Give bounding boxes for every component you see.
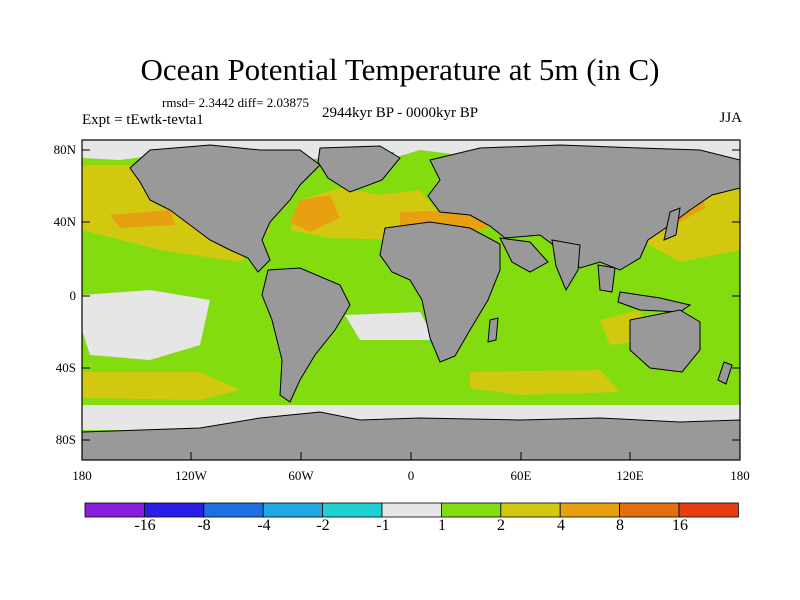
- stats-text: rmsd= 2.3442 diff= 2.03875: [162, 95, 309, 110]
- lat-label-40s: 40S: [55, 360, 76, 375]
- lon-label-60e: 60E: [510, 468, 532, 483]
- colorbar-label: 2: [497, 517, 505, 534]
- land-south-america: [261, 267, 351, 403]
- lon-label-180w: 180: [72, 468, 92, 483]
- colorbar-label: -16: [134, 517, 156, 534]
- map-title: Ocean Potential Temperature at 5m (in C): [140, 52, 660, 87]
- lon-ticks: [190, 452, 631, 460]
- colorbar-swatch: [262, 502, 324, 518]
- lon-label-120e: 120E: [616, 468, 644, 483]
- land-arabia: [499, 237, 549, 273]
- land-eurasia: [427, 144, 741, 271]
- colorbar-swatch: [143, 502, 205, 518]
- colorbar-label: 16: [672, 517, 688, 534]
- land-australia: [629, 309, 701, 373]
- lat-label-80n: 80N: [53, 142, 76, 157]
- colorbar-swatch: [381, 502, 442, 518]
- colorbar-swatch: [619, 502, 680, 518]
- lon-label-180e: 180: [730, 468, 750, 483]
- lat-label-80s: 80S: [55, 432, 76, 447]
- period-label: 2944kyr BP - 0000kyr BP: [322, 105, 479, 121]
- land-japan: [663, 207, 681, 241]
- lat-ticks: [82, 149, 740, 441]
- colorbar-label: 8: [616, 517, 624, 534]
- colorbar-swatch: [322, 502, 383, 518]
- colorbar-label: 4: [557, 517, 565, 534]
- lon-label-0: 0: [407, 468, 415, 483]
- season-label: JJA: [719, 110, 742, 126]
- colorbar-label: -1: [376, 517, 390, 534]
- colorbar-swatch: [84, 502, 145, 518]
- colorbar-swatch: [440, 502, 502, 518]
- colorbar-swatch: [559, 502, 621, 518]
- colorbar: [84, 502, 739, 518]
- land-india: [551, 239, 581, 292]
- colorbar-swatch: [203, 502, 264, 518]
- colorbar-label: -4: [257, 517, 271, 534]
- colorbar-swatch: [678, 502, 739, 518]
- colorbar-label: -8: [197, 517, 211, 534]
- land-masses: [81, 144, 741, 461]
- land-se-asia: [597, 264, 616, 293]
- land-africa: [379, 221, 501, 363]
- land-greenland: [317, 145, 401, 193]
- colorbar-swatch: [500, 502, 561, 518]
- land-new-zealand: [717, 361, 733, 385]
- land-north-america: [129, 144, 321, 273]
- lon-label-120w: 120W: [175, 468, 207, 483]
- experiment-label: Expt = tEwtk-tevta1: [82, 112, 204, 128]
- colorbar-label: -2: [316, 517, 330, 534]
- colorbar-label: 1: [438, 517, 446, 534]
- lat-label-40n: 40N: [53, 214, 76, 229]
- lon-label-60w: 60W: [288, 468, 314, 483]
- lat-label-0: 0: [69, 288, 77, 303]
- land-madagascar: [487, 317, 499, 343]
